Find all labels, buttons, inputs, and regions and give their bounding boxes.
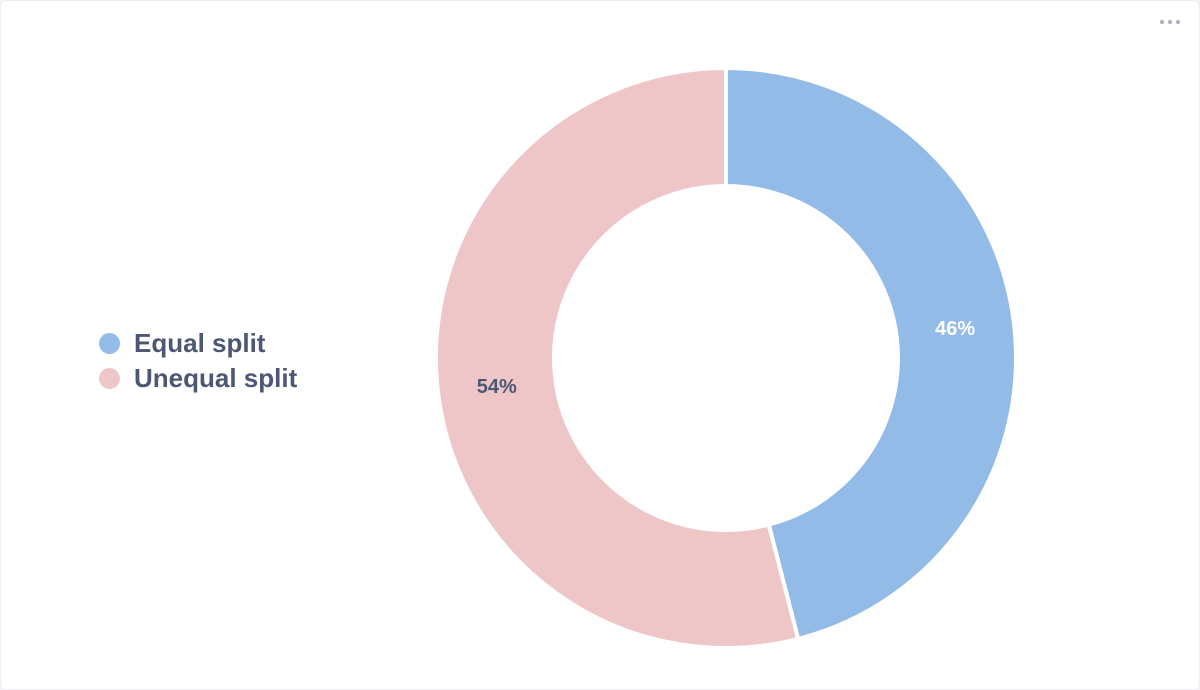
donut-slice-unequal-split[interactable] [434,65,801,650]
slice-label-equal-split: 46% [935,318,975,340]
donut-slice-equal-split[interactable] [724,65,1018,642]
chart-legend: Equal split Unequal split [99,326,297,396]
slice-label-unequal-split: 54% [477,376,517,398]
donut-slice-labels: 46% 54% [477,318,976,398]
legend-label-unequal-split: Unequal split [134,363,298,393]
more-horizontal-icon [1159,19,1181,25]
legend-item-unequal-split[interactable]: Unequal split [99,361,297,396]
more-options-button[interactable] [1157,11,1183,33]
donut-slices [434,65,1018,650]
legend-item-equal-split[interactable]: Equal split [99,326,297,361]
legend-label-equal-split: Equal split [134,328,266,358]
legend-dot-equal-split [99,333,120,354]
legend-dot-unequal-split [99,368,120,389]
